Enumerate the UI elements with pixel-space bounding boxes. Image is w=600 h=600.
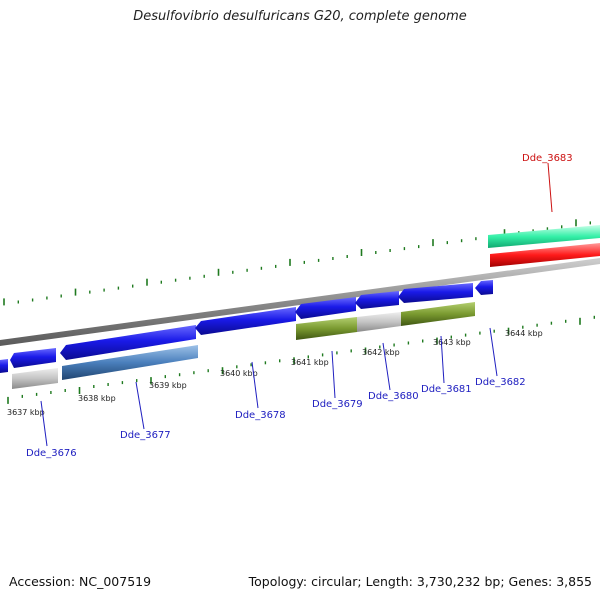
scale-label-3641: 3641 kbp (291, 358, 329, 367)
rna-bar-dde-3676[interactable] (12, 368, 58, 389)
scale-label-3644: 3644 kbp (505, 329, 543, 338)
genome-backbone (0, 258, 600, 346)
genome-info-text: Topology: circular; Length: 3,730,232 bp… (248, 574, 592, 589)
gene-label-dde-3678[interactable]: Dde_3678 (235, 410, 286, 421)
scale-label-3637: 3637 kbp (7, 408, 45, 417)
gene-arrow-dde-3676[interactable] (10, 348, 56, 368)
gene-arrow-dde-3678[interactable] (195, 307, 296, 335)
gene-label-dde-3680[interactable]: Dde_3680 (368, 391, 419, 402)
rna-bar-dde-3681[interactable] (401, 302, 475, 326)
gene-arrow-dde-3681[interactable] (398, 283, 473, 303)
scale-label-3640: 3640 kbp (220, 369, 258, 378)
gene-leader-lines (40, 327, 498, 447)
rna-bar-dde-3680[interactable] (357, 312, 401, 332)
gene-arrow-dde-3676-left[interactable] (0, 359, 8, 373)
map-title: Desulfovibrio desulfuricans G20, complet… (133, 9, 467, 24)
gene-label-dde-3682[interactable]: Dde_3682 (475, 377, 526, 388)
accession-text: Accession: NC_007519 (9, 574, 152, 589)
gene-arrow-dde-3683-red[interactable] (490, 243, 600, 267)
scale-label-3643: 3643 kbp (433, 338, 471, 347)
gene-label-dde-3681[interactable]: Dde_3681 (421, 384, 472, 395)
gene-label-dde-3677[interactable]: Dde_3677 (120, 430, 171, 441)
gene-arrow-dde-3677[interactable] (60, 325, 196, 360)
rna-bar-dde-3679[interactable] (296, 317, 357, 340)
gene-arrow-dde-3679[interactable] (295, 297, 356, 319)
gene-label-dde-3679[interactable]: Dde_3679 (312, 399, 363, 410)
gene-label-dde-3676[interactable]: Dde_3676 (26, 448, 77, 459)
gene-arrow-dde-3682[interactable] (475, 280, 493, 295)
rna-bar-dde-3677[interactable] (62, 345, 198, 380)
lower-tick-track (7, 315, 595, 404)
scale-label-3642: 3642 kbp (362, 348, 400, 357)
scale-label-3639: 3639 kbp (149, 381, 187, 390)
scale-label-3638: 3638 kbp (78, 394, 116, 403)
gene-arrow-dde-3680[interactable] (355, 291, 399, 309)
gene-arrow-dde-3683-mint[interactable] (488, 225, 600, 248)
gene-label-dde-3683[interactable]: Dde_3683 (522, 153, 573, 164)
gene-leader-dde-3683 (547, 162, 553, 213)
